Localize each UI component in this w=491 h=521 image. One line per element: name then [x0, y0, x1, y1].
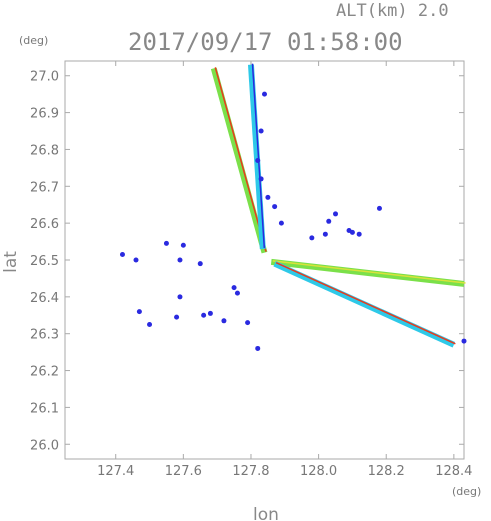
timestamp-title: 2017/09/17 01:58:00: [128, 28, 403, 56]
echo-cell: [133, 257, 139, 263]
y-tick-label: 26.4: [30, 291, 59, 306]
echo-cell: [245, 320, 251, 326]
radar-beams: [210, 63, 466, 348]
beam-upper: [210, 67, 268, 254]
y-tick-label: 26.9: [30, 107, 59, 122]
echo-cell: [221, 318, 227, 324]
echo-cell: [174, 314, 180, 320]
echo-cell: [177, 294, 183, 300]
y-tick-label: 26.1: [30, 401, 59, 416]
echo-cell: [262, 91, 267, 97]
echo-cell: [278, 220, 284, 226]
x-tick-label: 127.8: [232, 464, 269, 479]
x-tick-label: 127.4: [97, 464, 134, 479]
x-tick-label: 128.4: [435, 464, 472, 479]
plot-frame: [64, 60, 465, 460]
beam-east: [270, 258, 465, 287]
x-tick-label: 128.0: [300, 464, 337, 479]
x-tick-label: 128.2: [368, 464, 405, 479]
y-tick-label: 26.7: [30, 180, 59, 195]
y-tick-label: 26.3: [30, 328, 59, 343]
echo-cell: [163, 240, 169, 246]
echo-cell: [197, 261, 203, 267]
y-axis-label: lat: [1, 251, 21, 273]
echo-cell: [231, 285, 237, 291]
echo-cell: [265, 194, 271, 200]
x-unit-label: (deg): [452, 485, 481, 498]
y-tick-label: 26.6: [30, 217, 59, 232]
beam-upper-edge: [214, 67, 267, 252]
x-tick-label: 127.6: [165, 464, 202, 479]
echo-cell: [346, 228, 352, 234]
echo-cell: [356, 231, 362, 237]
echo-cell: [376, 205, 382, 211]
x-axis-label: lon: [253, 505, 279, 521]
echo-cell: [272, 204, 278, 210]
echo-cell: [180, 242, 186, 248]
echo-cell: [309, 235, 315, 241]
altitude-label: ALT(km) 2.0: [336, 1, 449, 21]
echo-cell: [177, 257, 183, 263]
echo-cell: [207, 310, 213, 316]
y-tick-label: 26.0: [30, 438, 59, 453]
y-tick-label: 26.5: [30, 254, 59, 269]
echo-cell: [255, 345, 261, 351]
echo-cell: [136, 309, 142, 315]
echo-cell: [461, 338, 467, 344]
echo-cell: [147, 321, 153, 327]
echo-cell: [326, 218, 332, 224]
y-tick-label: 26.8: [30, 143, 59, 158]
beam-southeast-edge: [275, 262, 456, 345]
echo-cell: [234, 290, 240, 296]
y-tick-label: 26.2: [30, 365, 59, 380]
echo-cell: [201, 312, 207, 318]
echo-cell: [333, 211, 339, 217]
beam-southeast: [273, 260, 456, 348]
beam-north: [247, 64, 266, 250]
beam-north-edge: [251, 63, 266, 248]
x-axis-ticks: 127.4 127.6 127.8 128.0 128.2 128.4: [97, 61, 472, 479]
echo-cell: [258, 128, 264, 134]
y-axis-ticks: 26.0 26.1 26.2 26.3 26.4 26.5 26.6 26.7 26.8 26.9…: [30, 70, 464, 453]
echo-cell: [258, 176, 264, 182]
echo-cell: [119, 251, 125, 257]
echo-cell: [322, 231, 328, 237]
beam-east-edge: [272, 260, 466, 284]
y-tick-label: 27.0: [30, 70, 59, 85]
y-unit-label: (deg): [19, 34, 48, 47]
echo-cell: [255, 158, 261, 163]
echo-cells: [119, 91, 467, 351]
